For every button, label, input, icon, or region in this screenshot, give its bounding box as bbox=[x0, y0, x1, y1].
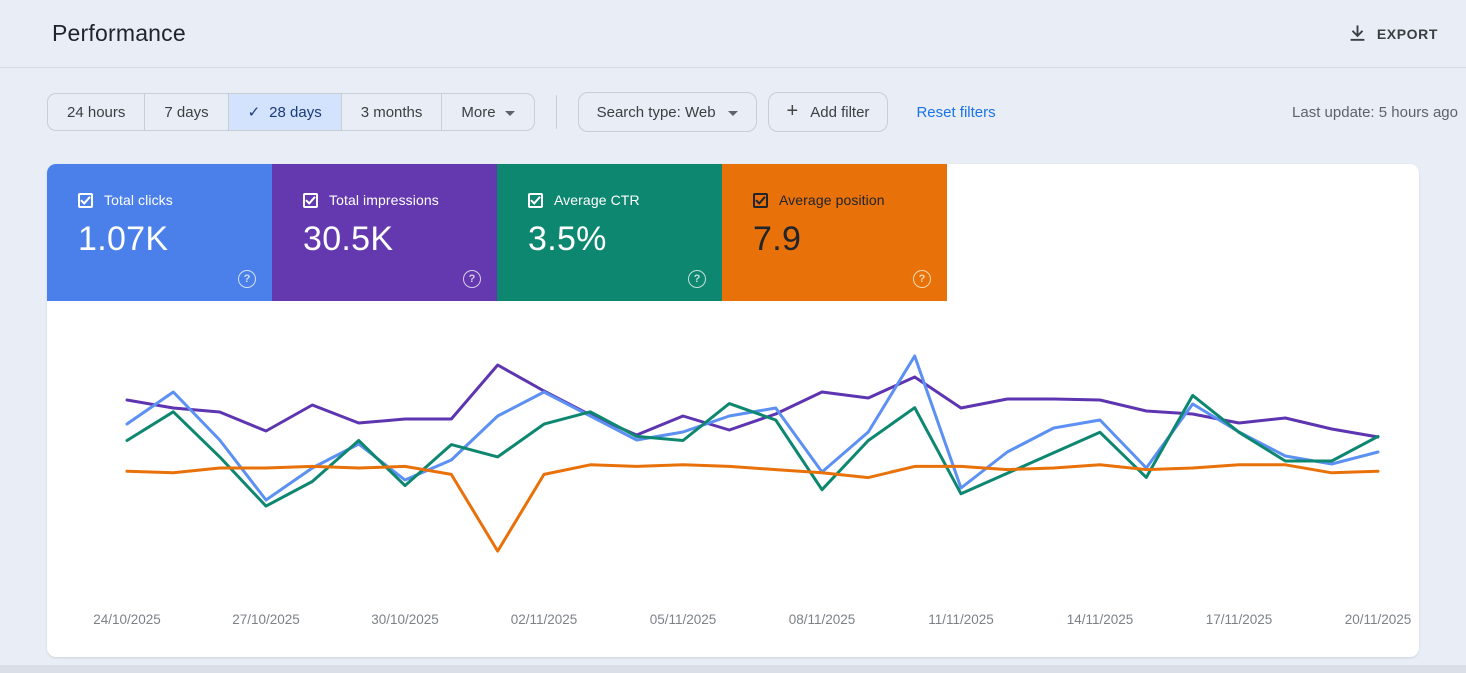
metric-value: 1.07K bbox=[78, 220, 169, 258]
x-axis-label: 11/11/2025 bbox=[928, 612, 994, 627]
metric-value: 30.5K bbox=[303, 220, 394, 258]
metric-label: Average position bbox=[779, 192, 885, 208]
date-range-tab[interactable]: ✓ 28 days bbox=[227, 94, 341, 130]
chart-area: 24/10/2025 27/10/2025 30/10/2025 02/11/2025… bbox=[47, 301, 1419, 657]
help-icon[interactable]: ? bbox=[913, 270, 931, 288]
metrics-row: Total clicks 1.07K ? Total impressions 3… bbox=[47, 164, 1419, 301]
chevron-down-icon bbox=[504, 110, 515, 116]
metric-value: 3.5% bbox=[528, 220, 607, 258]
x-axis-label: 30/10/2025 bbox=[371, 612, 439, 627]
last-update-text: Last update: 5 hours ago bbox=[1292, 103, 1458, 121]
x-axis-label: 27/10/2025 bbox=[232, 612, 300, 627]
page-header: Performance EXPORT bbox=[0, 0, 1466, 68]
series-line-average-ctr bbox=[125, 393, 1380, 508]
add-filter-label: Add filter bbox=[810, 103, 870, 121]
tab-label: 3 months bbox=[360, 103, 423, 121]
date-range-tab[interactable]: 7 days bbox=[144, 94, 227, 130]
metric-checkbox[interactable] bbox=[78, 192, 93, 208]
metric-tile-head: Total impressions bbox=[303, 192, 481, 208]
help-icon[interactable]: ? bbox=[463, 270, 481, 288]
chart-canvas[interactable]: 24/10/2025 27/10/2025 30/10/2025 02/11/2025… bbox=[47, 301, 1419, 657]
chevron-down-icon bbox=[727, 110, 738, 116]
metric-tile-head: Total clicks bbox=[78, 192, 256, 208]
tab-label: 7 days bbox=[164, 103, 209, 121]
metric-value: 7.9 bbox=[753, 220, 802, 258]
help-icon[interactable]: ? bbox=[238, 270, 256, 288]
metric-tile-head: Average position bbox=[753, 192, 931, 208]
metric-checkbox[interactable] bbox=[303, 192, 318, 208]
search-type-dropdown[interactable]: Search type: Web bbox=[577, 92, 757, 132]
metric-tile-head: Average CTR bbox=[528, 192, 706, 208]
check-icon: ✓ bbox=[247, 104, 261, 121]
filter-bar: 24 hours 7 days ✓ 28 days 3 months More … bbox=[0, 92, 1466, 132]
date-range-tab[interactable]: 3 months bbox=[340, 94, 442, 130]
plus-icon: + bbox=[786, 100, 799, 122]
date-range-tab[interactable]: 24 hours bbox=[48, 94, 144, 130]
metric-tile[interactable]: Average position 7.9 ? bbox=[722, 164, 947, 301]
metric-label: Total clicks bbox=[104, 192, 173, 208]
x-axis-label: 14/11/2025 bbox=[1067, 612, 1134, 627]
series-line-total-impressions bbox=[125, 363, 1380, 439]
series-line-average-position bbox=[125, 463, 1380, 553]
help-icon[interactable]: ? bbox=[688, 270, 706, 288]
performance-card: Total clicks 1.07K ? Total impressions 3… bbox=[47, 164, 1419, 657]
tab-label: 28 days bbox=[269, 103, 322, 121]
search-type-label: Search type: Web bbox=[596, 103, 716, 121]
metric-checkbox[interactable] bbox=[753, 192, 768, 208]
metric-checkbox[interactable] bbox=[528, 192, 543, 208]
date-range-tabs: 24 hours 7 days ✓ 28 days 3 months More bbox=[47, 93, 535, 131]
x-axis-label: 17/11/2025 bbox=[1206, 612, 1273, 627]
metric-tile[interactable]: Average CTR 3.5% ? bbox=[497, 164, 722, 301]
date-range-tab[interactable]: More bbox=[441, 94, 533, 130]
add-filter-button[interactable]: + Add filter bbox=[767, 92, 889, 132]
metric-label: Average CTR bbox=[554, 192, 640, 208]
x-axis-label: 24/10/2025 bbox=[93, 612, 161, 627]
x-axis-label: 05/11/2025 bbox=[650, 612, 717, 627]
tab-label: More bbox=[461, 103, 496, 121]
tab-label: 24 hours bbox=[67, 103, 126, 121]
metric-tile[interactable]: Total clicks 1.07K ? bbox=[47, 164, 272, 301]
download-icon bbox=[1348, 24, 1367, 43]
metric-label: Total impressions bbox=[329, 192, 439, 208]
page-title: Performance bbox=[52, 20, 186, 46]
metric-tile[interactable]: Total impressions 30.5K ? bbox=[272, 164, 497, 301]
filter-divider bbox=[555, 95, 557, 129]
export-button[interactable]: EXPORT bbox=[1338, 16, 1448, 51]
bottom-strip bbox=[0, 665, 1466, 673]
x-axis-label: 08/11/2025 bbox=[789, 612, 856, 627]
x-axis-label: 20/11/2025 bbox=[1345, 612, 1412, 627]
x-axis-label: 02/11/2025 bbox=[511, 612, 578, 627]
reset-filters-link[interactable]: Reset filters bbox=[916, 103, 996, 121]
export-label: EXPORT bbox=[1376, 25, 1438, 42]
